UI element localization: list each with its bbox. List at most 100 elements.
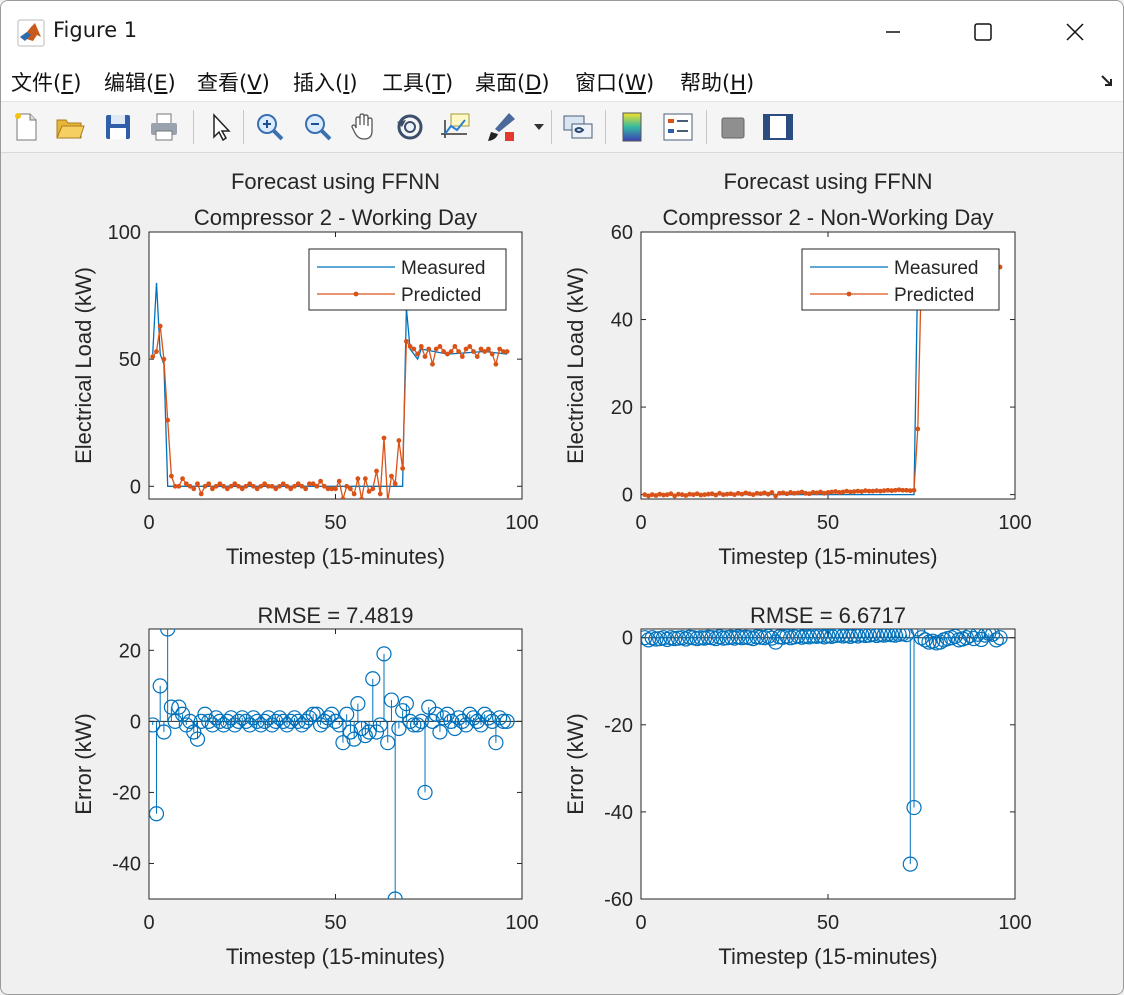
predicted-point — [836, 490, 842, 495]
error-marker — [223, 710, 239, 726]
menu-desktop[interactable]: 桌面(D) — [475, 67, 550, 97]
open-folder-icon[interactable] — [53, 110, 87, 144]
error-marker — [947, 629, 963, 645]
predicted-point — [277, 483, 282, 489]
brush-dropdown-icon[interactable] — [533, 122, 545, 132]
legend-icon[interactable] — [661, 110, 695, 144]
y-tick-label: -40 — [112, 853, 141, 875]
menu-insert[interactable]: 插入(I) — [293, 67, 358, 97]
predicted-point — [366, 488, 372, 494]
menu-window-tail: ) — [645, 71, 655, 95]
link-plot-icon[interactable] — [561, 110, 595, 144]
error-marker — [495, 713, 511, 729]
predicted-point — [198, 491, 204, 497]
predicted-point — [806, 491, 812, 497]
predicted-point — [750, 492, 756, 498]
minimize-button[interactable] — [847, 1, 939, 63]
predicted-point — [851, 489, 857, 494]
predicted-point — [154, 349, 159, 354]
error-marker — [387, 891, 403, 899]
error-marker — [335, 735, 351, 751]
data-cursor-icon[interactable] — [439, 110, 473, 144]
error-marker — [891, 629, 907, 642]
predicted-point — [687, 491, 693, 497]
new-figure-icon[interactable] — [9, 110, 43, 144]
zoom-in-icon[interactable] — [253, 110, 287, 144]
legend-label: Predicted — [401, 285, 481, 306]
menu-edit[interactable]: 编辑(E) — [104, 67, 176, 97]
error-marker — [186, 724, 202, 740]
title-bar[interactable]: Figure 1 — [1, 1, 1123, 63]
menu-view[interactable]: 查看(V) — [197, 67, 270, 97]
error-marker — [305, 706, 321, 722]
legend-label: Predicted — [894, 285, 974, 306]
print-icon[interactable] — [147, 110, 181, 144]
brush-icon[interactable] — [485, 110, 519, 144]
predicted-point — [791, 490, 797, 496]
menu-tools-label: 工具( — [382, 71, 433, 95]
save-icon[interactable] — [101, 110, 135, 144]
predicted-point — [165, 417, 171, 423]
x-axis-label: Timestep (15-minutes) — [226, 944, 445, 969]
maximize-button[interactable] — [937, 1, 1029, 63]
predicted-point — [448, 349, 454, 354]
error-marker — [171, 699, 187, 715]
predicted-point — [504, 349, 510, 354]
menu-file[interactable]: 文件(F) — [11, 67, 82, 97]
predicted-point — [325, 486, 331, 492]
y-tick-label: 0 — [130, 711, 141, 733]
predicted-point — [392, 481, 398, 487]
predicted-point — [818, 489, 823, 495]
error-marker — [342, 724, 359, 740]
predicted-point — [168, 473, 174, 479]
menu-window[interactable]: 窗口(W) — [575, 67, 654, 97]
dock-figure-icon[interactable] — [1099, 73, 1115, 89]
predicted-point — [418, 344, 424, 349]
menu-help-label: 帮助( — [680, 71, 731, 95]
y-tick-label: 0 — [130, 476, 141, 498]
menu-tools[interactable]: 工具(T) — [382, 67, 453, 97]
toolbar-separator — [706, 110, 707, 144]
predicted-point — [344, 483, 350, 489]
legend-label: Measured — [401, 258, 486, 279]
menu-help[interactable]: 帮助(H) — [680, 67, 754, 97]
predicted-point — [232, 481, 238, 487]
x-tick-label: 50 — [324, 512, 346, 534]
predicted-point — [717, 490, 722, 496]
predicted-point — [657, 491, 663, 497]
colorbar-icon[interactable] — [615, 110, 649, 144]
predicted-point — [400, 466, 406, 471]
menu-tools-tail: ) — [445, 71, 454, 95]
predicted-point — [653, 493, 659, 498]
predicted-point — [776, 490, 782, 496]
menu-view-key: V — [247, 71, 262, 95]
menu-window-key: W — [625, 71, 646, 95]
rotate-3d-icon[interactable] — [393, 110, 427, 144]
matlab-logo-icon — [17, 19, 45, 47]
predicted-point — [739, 491, 745, 497]
menu-file-label: 文件( — [11, 71, 62, 95]
predicted-point — [262, 481, 268, 487]
close-button[interactable] — [1029, 1, 1121, 63]
menu-edit-key: E — [154, 71, 168, 95]
plot-content — [150, 282, 510, 499]
menu-desktop-key: D — [525, 71, 542, 95]
select-arrow-icon[interactable] — [204, 110, 238, 144]
show-plot-tools-icon[interactable] — [761, 110, 795, 144]
predicted-point — [348, 486, 353, 492]
predicted-point — [877, 488, 883, 494]
error-marker — [428, 706, 444, 722]
maximize-icon — [974, 23, 992, 41]
error-marker — [230, 713, 247, 729]
menu-help-tail: ) — [746, 71, 755, 95]
predicted-point — [904, 487, 909, 493]
predicted-point — [362, 476, 368, 482]
pan-hand-icon[interactable] — [347, 110, 381, 144]
predicted-point — [150, 354, 156, 359]
menu-view-tail: ) — [261, 71, 270, 95]
zoom-out-icon[interactable] — [301, 110, 335, 144]
predicted-point — [467, 344, 473, 349]
predicted-point — [672, 493, 678, 499]
hide-plot-tools-icon[interactable] — [716, 110, 750, 144]
